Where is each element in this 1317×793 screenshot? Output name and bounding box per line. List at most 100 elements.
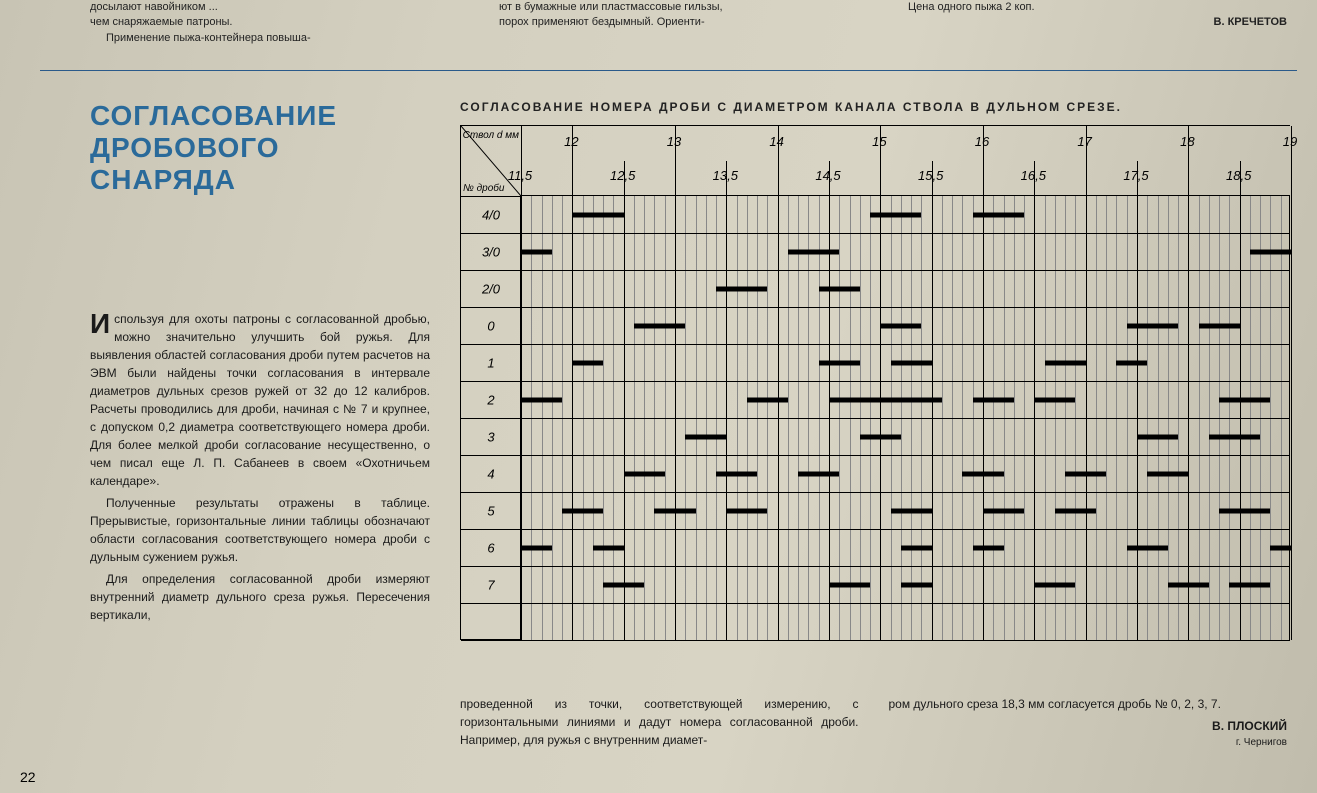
data-segment [685, 434, 726, 439]
data-segment [1034, 397, 1075, 402]
text: Применение пыжа-контейнера повыша- [90, 31, 469, 46]
data-segment [1250, 249, 1291, 254]
top-fragment: досылают навойником ... чем снаряжаемые … [90, 0, 1287, 46]
grid-area: 4/03/02/001234567 [520, 195, 1290, 641]
data-segment [788, 249, 839, 254]
data-segment [829, 582, 870, 587]
data-segment [880, 323, 921, 328]
data-segment [521, 249, 552, 254]
x-major-label: 12 [564, 134, 578, 149]
major-gridline [1291, 126, 1292, 640]
data-segment [1219, 397, 1270, 402]
data-segment [562, 508, 603, 513]
data-segment [798, 471, 839, 476]
data-segment [1127, 545, 1168, 550]
text: ром дульного среза 18,3 мм согласуется д… [889, 695, 1288, 713]
data-segment [1127, 323, 1178, 328]
page-number: 22 [20, 769, 36, 785]
chart-corner-header: Ствол d мм № дроби [460, 125, 522, 197]
top-col-3: Цена одного пыжа 2 коп. В. КРЕЧЕТОВ [908, 0, 1287, 46]
chart-row: 3 [461, 418, 1289, 456]
data-segment [521, 545, 552, 550]
x-minor-label: 16,5 [1021, 168, 1046, 183]
x-minor-label: 15,5 [918, 168, 943, 183]
row-label: 1 [461, 355, 521, 370]
top-author: В. КРЕЧЕТОВ [908, 15, 1287, 30]
chart-row: 2 [461, 381, 1289, 419]
header-barrel: Ствол d мм [463, 130, 519, 141]
x-minor-label: 17,5 [1123, 168, 1148, 183]
header-shot: № дроби [463, 183, 504, 194]
data-segment [1219, 508, 1270, 513]
data-segment [1034, 582, 1075, 587]
data-segment [1116, 360, 1147, 365]
row-label: 3/0 [461, 244, 521, 259]
page: досылают навойником ... чем снаряжаемые … [0, 0, 1317, 793]
bottom-city: г. Чернигов [889, 735, 1288, 750]
data-segment [603, 582, 644, 587]
data-segment [1270, 545, 1291, 550]
data-segment [716, 471, 757, 476]
row-label: 4 [461, 466, 521, 481]
title-line: ДРОБОВОГО [90, 132, 337, 164]
title-line: СОГЛАСОВАНИЕ [90, 100, 337, 132]
chart-row-blank [461, 603, 1289, 641]
row-label: 2/0 [461, 281, 521, 296]
data-segment [1045, 360, 1086, 365]
row-label: 0 [461, 318, 521, 333]
x-major-label: 18 [1180, 134, 1194, 149]
paragraph: Полученные результаты отражены в таблице… [90, 494, 430, 566]
data-segment [1055, 508, 1096, 513]
row-label: 4/0 [461, 207, 521, 222]
top-col-2: ют в бумажные или пластмассовые гильзы, … [499, 0, 878, 46]
data-segment [891, 508, 932, 513]
row-label: 2 [461, 392, 521, 407]
data-segment [654, 508, 695, 513]
bottom-col-2: ром дульного среза 18,3 мм согласуется д… [889, 695, 1288, 750]
data-segment [829, 397, 942, 402]
x-axis-major: 1213141516171819 [520, 125, 1290, 161]
row-label: 6 [461, 540, 521, 555]
x-major-label: 15 [872, 134, 886, 149]
chart-row: 0 [461, 307, 1289, 345]
x-minor-label: 18,5 [1226, 168, 1251, 183]
data-segment [572, 360, 603, 365]
data-segment [726, 508, 767, 513]
data-segment [1209, 434, 1260, 439]
data-segment [572, 212, 623, 217]
data-segment [983, 508, 1024, 513]
data-segment [747, 397, 788, 402]
data-segment [716, 286, 767, 291]
data-segment [1168, 582, 1209, 587]
x-minor-label: 14,5 [815, 168, 840, 183]
chart: Ствол d мм № дроби 1213141516171819 11,5… [460, 125, 1290, 670]
data-segment [593, 545, 624, 550]
chart-row: 7 [461, 566, 1289, 604]
chart-row: 4/0 [461, 196, 1289, 234]
data-segment [521, 397, 562, 402]
text: Цена одного пыжа 2 коп. [908, 0, 1287, 15]
data-segment [901, 545, 932, 550]
top-col-1: досылают навойником ... чем снаряжаемые … [90, 0, 469, 46]
data-segment [973, 212, 1024, 217]
chart-row: 3/0 [461, 233, 1289, 271]
x-major-label: 13 [667, 134, 681, 149]
bottom-text: проведенной из точки, соответствующей из… [460, 695, 1287, 750]
data-segment [1137, 434, 1178, 439]
row-label: 5 [461, 503, 521, 518]
x-minor-label: 13,5 [713, 168, 738, 183]
data-segment [962, 471, 1003, 476]
x-axis-minor: 11,512,513,514,515,516,517,518,5 [520, 160, 1290, 195]
chart-row: 6 [461, 529, 1289, 567]
text: порох применяют бездымный. Ориенти- [499, 15, 878, 30]
x-minor-label: 12,5 [610, 168, 635, 183]
x-major-label: 16 [975, 134, 989, 149]
data-segment [901, 582, 932, 587]
paragraph: Для определения согласованной дроби изме… [90, 570, 430, 624]
data-segment [891, 360, 932, 365]
chart-row: 4 [461, 455, 1289, 493]
data-segment [1147, 471, 1188, 476]
text: досылают навойником ... [90, 0, 469, 15]
article-body: Используя для охоты патроны с согласован… [90, 310, 430, 624]
data-segment [624, 471, 665, 476]
